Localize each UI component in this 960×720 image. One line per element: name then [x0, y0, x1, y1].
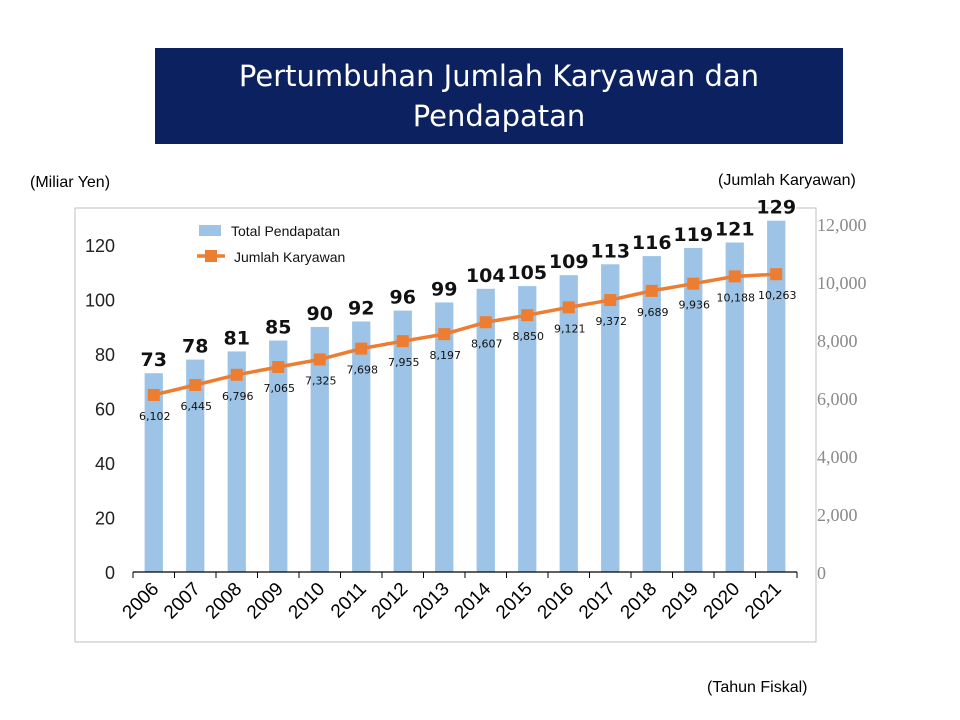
bar-2019: [684, 247, 703, 572]
right-axis-tick-label: 2,000: [817, 505, 858, 525]
employee-value-label: 7,698: [347, 364, 379, 377]
bar-value-label: 73: [141, 349, 167, 371]
chart-title: Pertumbuhan Jumlah Karyawan dan Pendapat…: [238, 59, 760, 133]
bar-2015: [518, 286, 537, 572]
bar-value-label: 116: [632, 232, 672, 254]
bar-2018: [642, 256, 661, 572]
bar-2021: [767, 220, 786, 572]
bar-2016: [559, 275, 578, 572]
right-axis-tick-label: 4,000: [817, 447, 858, 467]
employee-marker-2013: [438, 328, 451, 341]
employee-value-label: 9,936: [679, 299, 711, 312]
employee-marker-2014: [479, 316, 492, 329]
bar-2011: [352, 321, 371, 572]
bar-value-label: 119: [673, 224, 713, 246]
employee-value-label: 6,796: [222, 390, 254, 403]
left-axis-tick-label: 20: [95, 509, 115, 529]
employee-value-label: 10,188: [717, 291, 756, 304]
bar-2014: [476, 288, 495, 572]
employee-value-label: 7,325: [305, 374, 337, 387]
employee-marker-2012: [396, 335, 409, 348]
left-axis-unit: (Miliar Yen): [30, 174, 111, 191]
bar-2020: [725, 242, 744, 572]
legend-line-marker: [205, 250, 217, 262]
bar-value-label: 92: [348, 297, 374, 319]
employee-marker-2018: [645, 284, 658, 297]
employee-line: [153, 272, 777, 397]
right-axis-tick-label: 12,000: [817, 215, 867, 235]
chart-title-banner: Pertumbuhan Jumlah Karyawan dan Pendapat…: [155, 48, 843, 144]
employee-marker-2021: [770, 268, 783, 281]
left-axis-tick-label: 80: [95, 345, 115, 365]
employee-marker-2008: [230, 368, 243, 381]
employee-value-label: 8,197: [430, 349, 462, 362]
employee-marker-2011: [355, 342, 368, 355]
bar-value-label: 85: [265, 317, 291, 339]
employee-marker-2017: [604, 294, 617, 307]
employee-value-label: 6,102: [139, 410, 171, 423]
employee-marker-2010: [313, 353, 326, 366]
employee-marker-2019: [687, 277, 700, 290]
employee-marker-2016: [562, 301, 575, 314]
bar-value-label: 104: [466, 265, 506, 287]
bar-value-label: 109: [549, 251, 589, 273]
left-axis-tick-label: 60: [95, 400, 115, 420]
employee-value-label: 9,121: [554, 322, 586, 335]
bar-value-label: 113: [590, 240, 630, 262]
bar-value-label: 129: [756, 197, 796, 219]
right-axis-tick-label: 6,000: [817, 389, 858, 409]
employee-value-label: 8,850: [513, 330, 545, 343]
employee-value-label: 10,263: [758, 289, 797, 302]
bar-2012: [393, 310, 412, 572]
right-axis-tick-label: 8,000: [817, 331, 858, 351]
bar-2010: [310, 326, 329, 572]
bar-value-label: 99: [431, 278, 457, 300]
employee-value-label: 8,607: [471, 337, 503, 350]
legend-bar-swatch: [199, 225, 221, 236]
x-axis-unit: (Tahun Fiskal): [707, 679, 808, 696]
employee-marker-2006: [147, 388, 160, 401]
bar-value-label: 81: [224, 327, 250, 349]
legend-bar-label: Total Pendapatan: [231, 223, 340, 239]
bar-value-label: 105: [507, 262, 547, 284]
bar-2013: [435, 302, 454, 572]
employee-value-label: 9,372: [596, 315, 628, 328]
bar-2007: [186, 359, 205, 572]
bar-value-label: 96: [390, 287, 416, 309]
right-axis-unit: (Jumlah Karyawan): [718, 172, 856, 189]
left-axis-tick-label: 40: [95, 454, 115, 474]
bar-value-label: 90: [307, 303, 333, 325]
employee-value-label: 9,689: [637, 306, 669, 319]
bar-2009: [269, 340, 288, 572]
bar-2017: [601, 264, 620, 572]
employee-marker-2009: [272, 360, 285, 373]
employee-marker-2015: [521, 309, 534, 322]
employee-value-label: 6,445: [181, 400, 213, 413]
right-axis-tick-label: 0: [817, 563, 826, 583]
bar-value-label: 78: [182, 336, 208, 358]
employee-marker-2020: [728, 270, 741, 283]
bar-2006: [144, 373, 163, 572]
bar-value-label: 121: [715, 219, 755, 241]
left-axis-tick-label: 100: [85, 291, 115, 311]
left-axis-tick-label: 0: [105, 563, 115, 583]
legend-line-label: Jumlah Karyawan: [234, 249, 345, 265]
employee-value-label: 7,955: [388, 356, 420, 369]
employee-marker-2007: [189, 378, 202, 391]
right-axis-tick-label: 10,000: [817, 273, 867, 293]
employee-value-label: 7,065: [264, 382, 296, 395]
bar-2008: [227, 351, 246, 572]
left-axis-tick-label: 120: [85, 236, 115, 256]
